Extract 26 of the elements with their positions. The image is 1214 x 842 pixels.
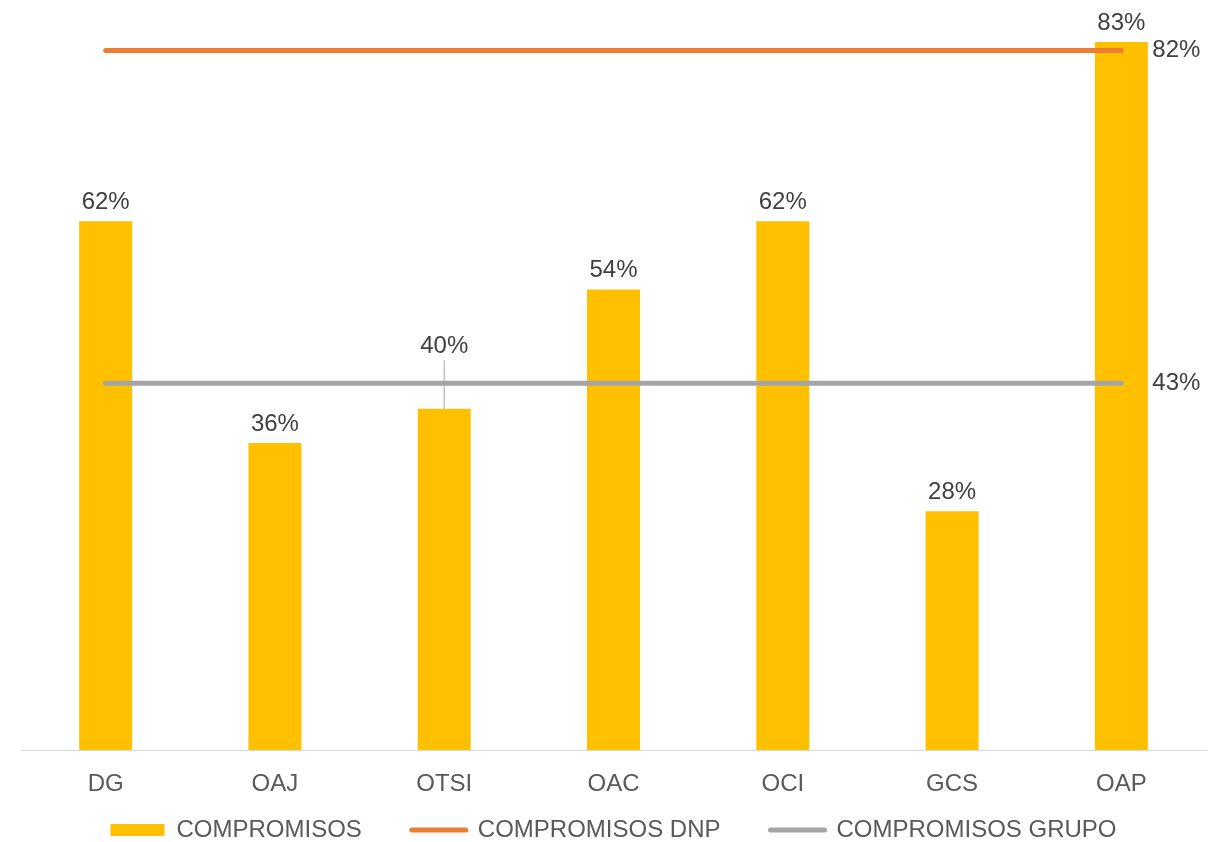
x-tick-label: GCS bbox=[926, 768, 979, 796]
legend-label: COMPROMISOS bbox=[176, 814, 362, 842]
x-tick-label: DG bbox=[87, 768, 124, 796]
bar bbox=[587, 289, 640, 751]
legend-label: COMPROMISOS DNP bbox=[477, 814, 721, 842]
bar bbox=[417, 408, 471, 751]
x-tick-label: OAP bbox=[1096, 768, 1147, 796]
x-tick-label: OTSI bbox=[416, 768, 473, 796]
x-tick-label: OAC bbox=[587, 768, 640, 796]
x-tick-label: OAJ bbox=[251, 768, 299, 796]
bar bbox=[925, 511, 979, 751]
x-tick-label: OCI bbox=[761, 768, 805, 796]
data-label: 40% bbox=[420, 331, 469, 359]
data-label: 54% bbox=[589, 255, 638, 283]
bar bbox=[1094, 42, 1148, 751]
data-label: 36% bbox=[250, 408, 299, 436]
bar bbox=[248, 442, 302, 751]
data-label: 62% bbox=[758, 187, 807, 215]
data-label: 43% bbox=[1152, 367, 1201, 395]
bar bbox=[756, 221, 810, 751]
data-label: 28% bbox=[928, 477, 977, 505]
data-label: 82% bbox=[1152, 35, 1201, 63]
legend-label: COMPROMISOS GRUPO bbox=[836, 814, 1117, 842]
data-label: 83% bbox=[1097, 8, 1146, 35]
bar bbox=[79, 221, 133, 751]
data-label: 62% bbox=[81, 187, 130, 215]
